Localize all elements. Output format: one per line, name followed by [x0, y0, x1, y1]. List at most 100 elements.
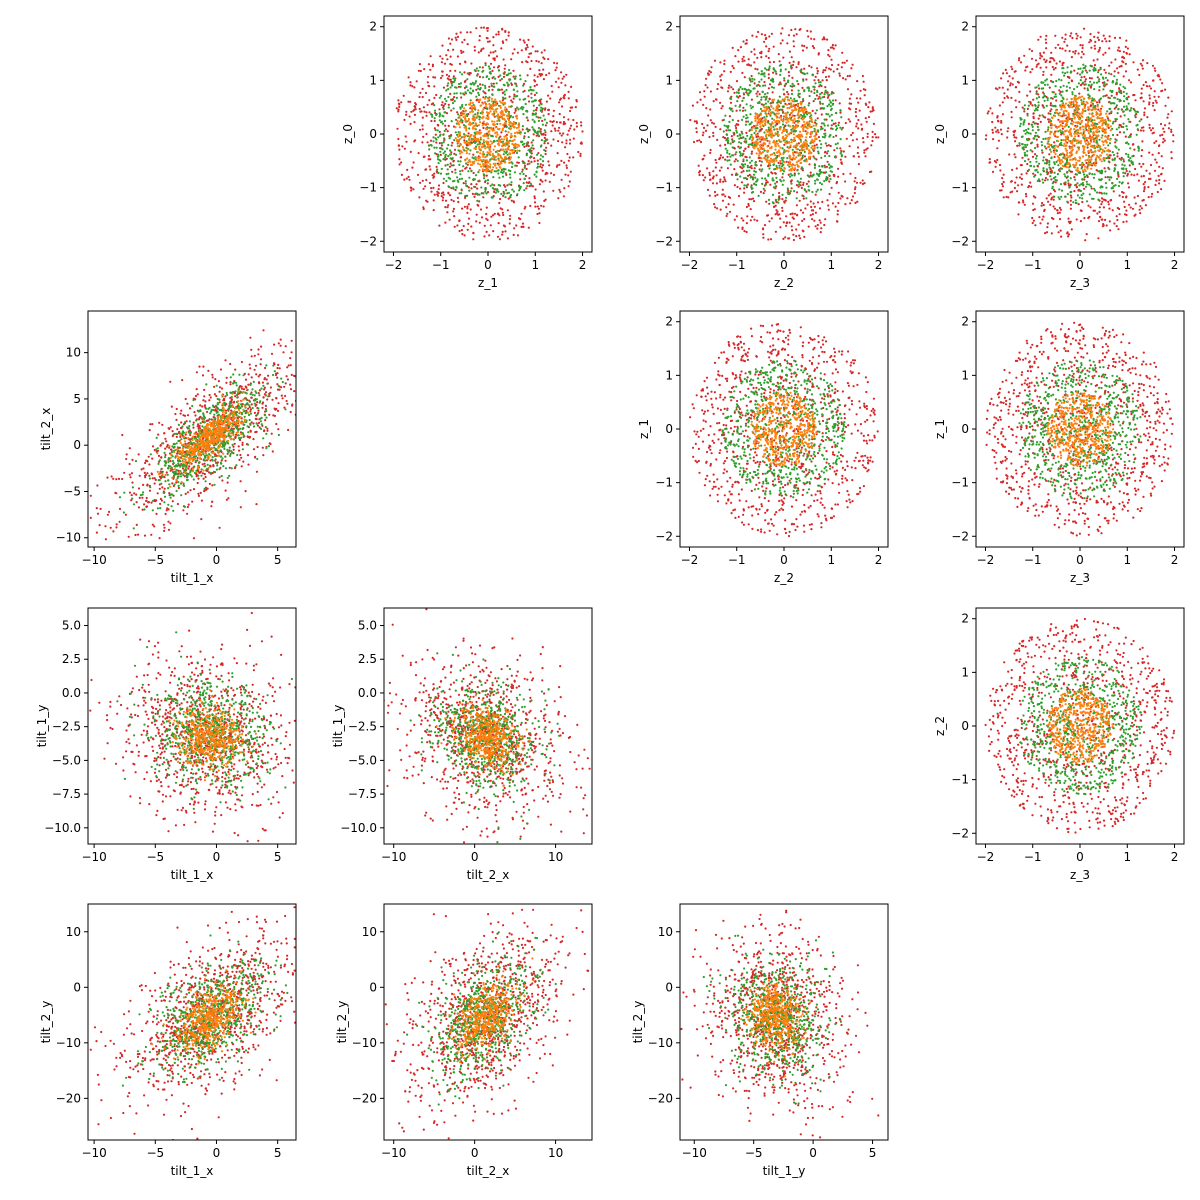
data-point	[761, 177, 764, 180]
data-point	[739, 166, 742, 169]
data-point	[741, 57, 744, 61]
data-point	[533, 173, 536, 176]
data-point	[440, 167, 443, 170]
data-point	[478, 66, 481, 69]
data-point	[797, 108, 800, 111]
data-point	[746, 174, 750, 177]
data-point	[444, 206, 447, 209]
data-point	[505, 88, 508, 92]
data-point	[829, 177, 832, 181]
data-point	[436, 168, 439, 171]
data-point	[762, 147, 765, 150]
data-point	[761, 72, 764, 75]
data-point	[517, 126, 520, 129]
data-point	[517, 161, 521, 164]
data-point	[460, 73, 464, 76]
data-point	[548, 72, 551, 75]
data-point	[461, 103, 464, 107]
data-point	[785, 103, 788, 106]
data-point	[447, 192, 450, 195]
data-point	[455, 96, 458, 99]
data-point	[442, 115, 445, 118]
data-point	[816, 146, 819, 149]
data-point	[778, 196, 781, 199]
data-point	[498, 118, 501, 121]
data-point	[770, 101, 773, 104]
data-point	[777, 83, 781, 86]
data-point	[862, 141, 865, 144]
data-point	[491, 142, 494, 145]
data-point	[456, 196, 459, 199]
data-point	[1153, 90, 1156, 93]
data-point	[737, 91, 740, 95]
data-point	[1088, 41, 1091, 44]
data-point	[444, 158, 447, 161]
data-point	[405, 113, 408, 116]
data-point	[859, 181, 862, 184]
data-point	[427, 75, 430, 78]
data-point	[1157, 95, 1160, 98]
data-point	[1109, 229, 1112, 232]
data-point	[419, 91, 422, 94]
data-point	[483, 160, 486, 163]
data-point	[454, 137, 457, 140]
data-point	[746, 166, 750, 169]
data-point	[466, 228, 469, 231]
data-point	[1012, 133, 1015, 137]
data-point	[481, 124, 484, 127]
data-point	[447, 103, 450, 106]
data-point	[1099, 216, 1102, 219]
data-point	[821, 79, 824, 82]
data-point	[999, 189, 1002, 192]
data-point	[489, 154, 492, 157]
data-point	[1015, 176, 1018, 179]
data-point	[777, 53, 780, 56]
data-point	[419, 110, 422, 113]
data-point	[441, 122, 444, 125]
data-point	[779, 42, 782, 45]
data-point	[696, 139, 699, 142]
data-point	[1052, 166, 1055, 169]
data-point	[1032, 98, 1035, 101]
data-point	[495, 135, 498, 138]
data-point	[443, 111, 446, 114]
data-point	[1144, 181, 1147, 184]
data-point	[781, 206, 784, 209]
data-point	[805, 144, 808, 147]
data-point	[793, 136, 796, 139]
data-point	[725, 129, 728, 132]
data-point	[848, 74, 852, 77]
data-point	[1148, 103, 1151, 106]
data-point	[793, 114, 796, 117]
data-point	[1045, 147, 1048, 150]
data-point	[416, 173, 420, 176]
data-point	[498, 201, 501, 205]
data-point	[480, 104, 483, 107]
data-point	[864, 102, 867, 105]
data-point	[699, 98, 702, 101]
data-point	[778, 120, 781, 123]
data-point	[494, 126, 497, 129]
data-point	[1069, 203, 1073, 206]
data-point	[453, 100, 456, 103]
data-point	[828, 180, 831, 183]
data-point	[714, 125, 717, 128]
data-point	[516, 234, 520, 237]
data-point	[1071, 36, 1074, 40]
data-point	[1070, 56, 1073, 59]
data-point	[701, 158, 704, 161]
data-point	[535, 59, 538, 63]
data-point	[464, 196, 467, 199]
data-point	[1074, 49, 1077, 53]
data-point	[1102, 198, 1105, 201]
data-point	[504, 97, 507, 100]
data-point	[864, 155, 867, 158]
data-point	[558, 126, 561, 129]
data-point	[518, 129, 521, 132]
data-point	[821, 200, 824, 203]
data-point	[510, 122, 513, 125]
data-point	[439, 55, 442, 58]
data-point	[1007, 127, 1010, 130]
data-point	[458, 116, 461, 119]
data-point	[778, 191, 781, 195]
